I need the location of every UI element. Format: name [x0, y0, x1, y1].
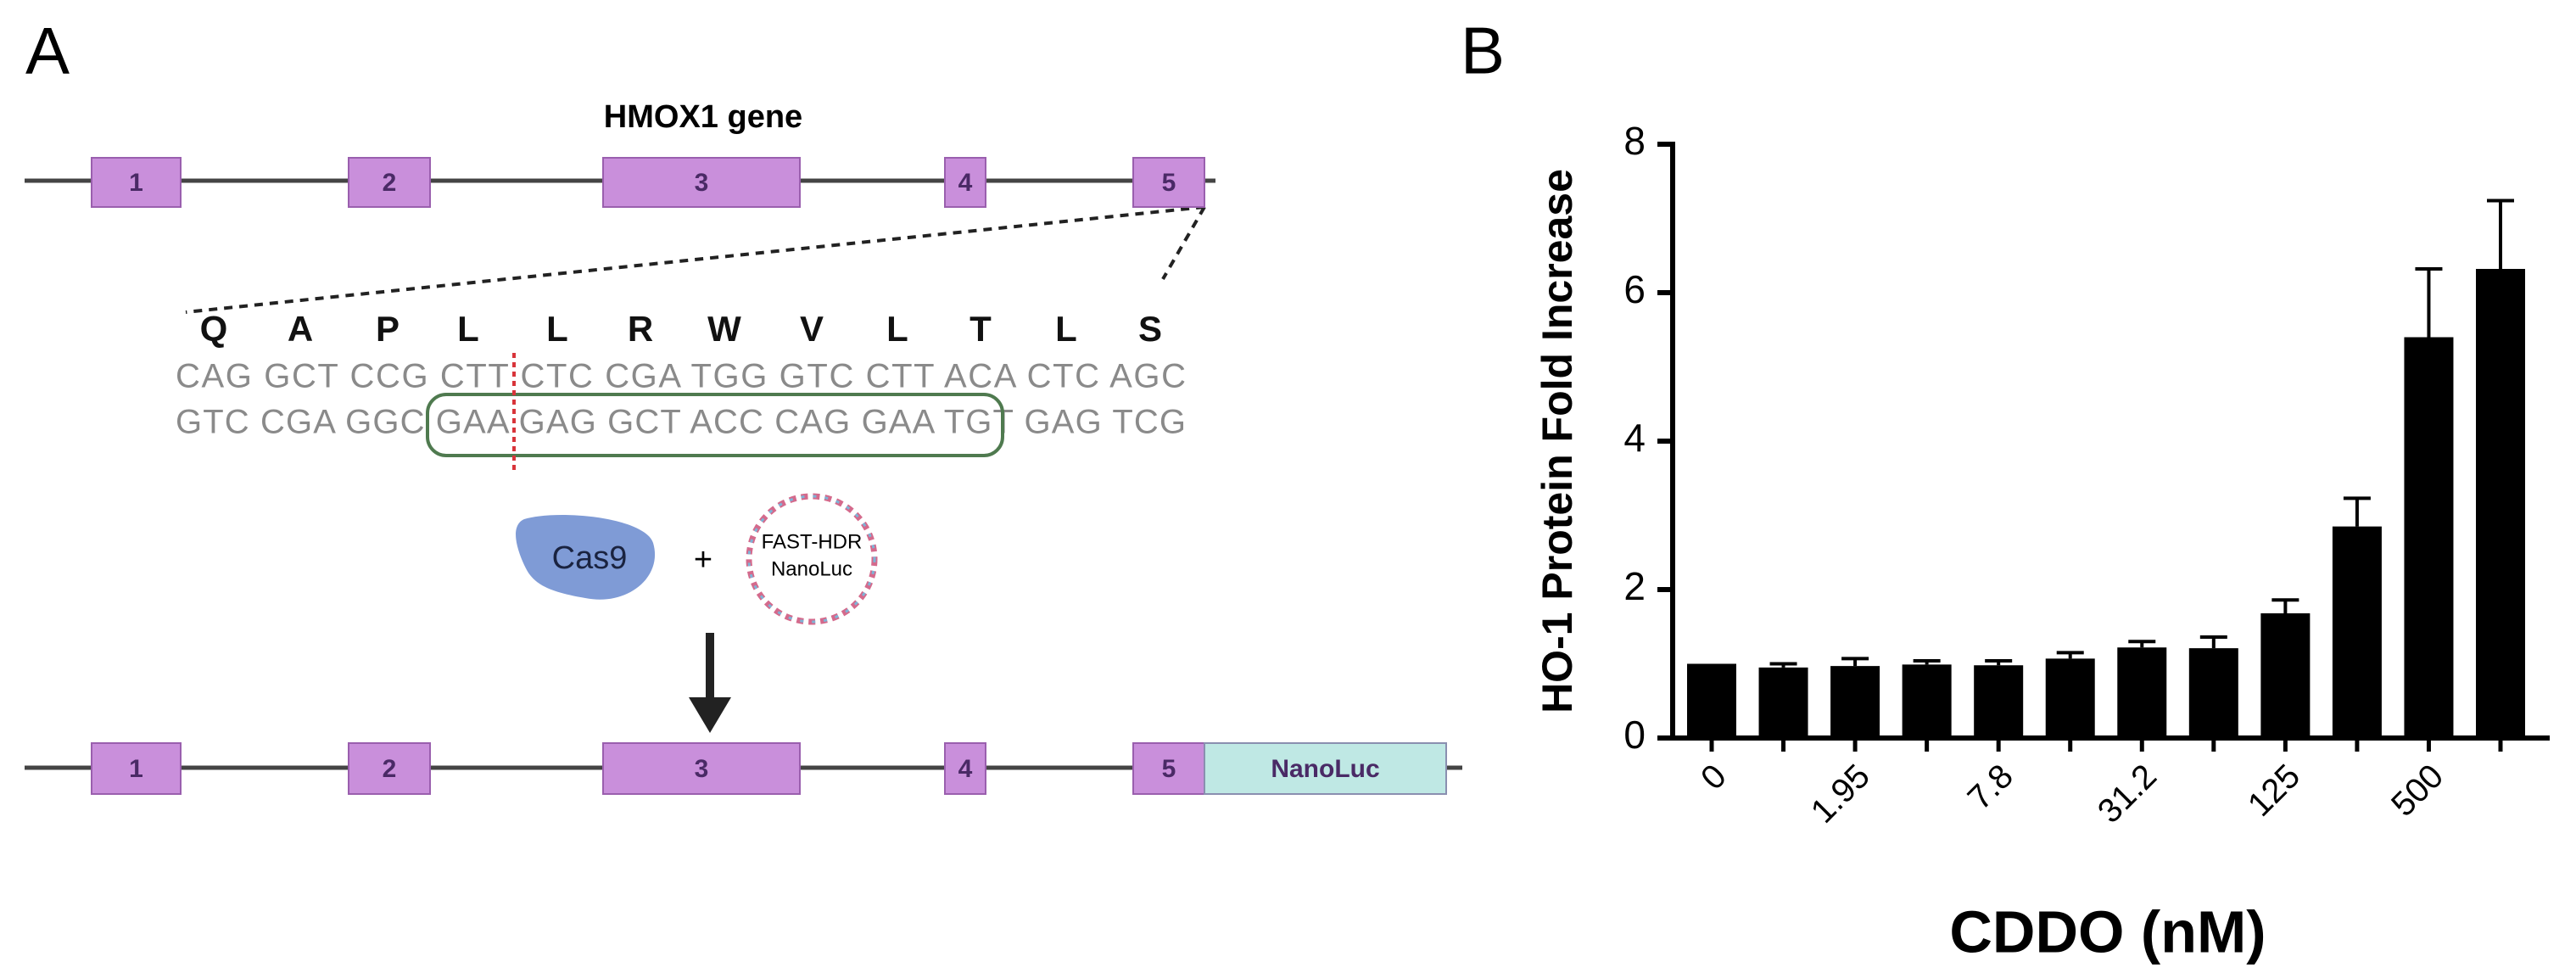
amino-acid: A [288, 309, 313, 349]
exon-label: 4 [958, 755, 973, 783]
y-axis-label: HO-1 Protein Fold Increase [1534, 169, 1581, 713]
exon [602, 157, 801, 208]
bar [1758, 667, 1808, 738]
exon-label: 2 [383, 169, 397, 197]
sequence: CAG GCT CCG CTT CTC CGA TGG GTC CTT ACA … [176, 358, 1186, 395]
amino-acid: P [376, 309, 400, 349]
exon-label: 4 [958, 169, 973, 197]
x-tick-label: 125 [2241, 758, 2307, 824]
bar [2476, 269, 2525, 738]
zoom-line [185, 205, 1205, 314]
amino-acid: L [886, 309, 908, 349]
exon-label: 3 [695, 169, 709, 197]
bar [2188, 648, 2238, 738]
arrow-head [689, 697, 731, 733]
exon [1132, 742, 1205, 795]
amino-acid: L [1055, 309, 1077, 349]
exon-label: NanoLuc [1271, 755, 1379, 783]
plus: + [694, 542, 712, 578]
exon [944, 157, 986, 208]
bar [1830, 666, 1880, 738]
panel-label: B [1461, 14, 1505, 88]
exon-label: 1 [129, 169, 143, 197]
amino-acid: V [800, 309, 824, 349]
amino-acid: S [1138, 309, 1162, 349]
zoom-line [1161, 206, 1206, 280]
plasmid-label: NanoLuc [771, 557, 852, 580]
exon [1132, 157, 1205, 208]
amino-acid: L [457, 309, 479, 349]
x-tick-label: 1.95 [1804, 758, 1877, 830]
bar [1687, 663, 1736, 738]
bar [2404, 337, 2454, 738]
exon [348, 742, 431, 795]
panel-label: A [25, 14, 70, 88]
bar [2260, 613, 2311, 738]
x-tick-label: 31.2 [2091, 758, 2164, 830]
exon [348, 157, 431, 208]
amino-acid: W [707, 309, 741, 349]
amino-acid: Q [200, 309, 228, 349]
exon [944, 742, 986, 795]
guide-box [426, 393, 1004, 457]
exon-label: 5 [1162, 755, 1176, 783]
bar [2045, 658, 2095, 738]
exon-label: 2 [383, 755, 397, 783]
exon [91, 157, 182, 208]
exon-label: 5 [1162, 169, 1176, 197]
amino-acid: R [628, 309, 653, 349]
y-tick-label: 2 [1623, 564, 1646, 608]
bar [2332, 526, 2382, 738]
x-tick-label: 500 [2384, 758, 2450, 824]
exon-label: 3 [695, 755, 709, 783]
x-axis-label: CDDO (nM) [1949, 898, 2266, 965]
amino-acid: L [546, 309, 568, 349]
y-tick-label: 0 [1623, 713, 1646, 757]
bar [1902, 664, 1952, 738]
y-tick-label: 4 [1623, 416, 1646, 460]
exon [602, 742, 801, 795]
y-tick-label: 8 [1623, 119, 1646, 163]
exon [1204, 742, 1447, 795]
plasmid [747, 495, 876, 624]
y-tick-label: 6 [1623, 267, 1646, 311]
bar [1974, 665, 2024, 738]
amino-acid: T [969, 309, 992, 349]
exon [91, 742, 182, 795]
gene-title: HMOX1 gene [604, 99, 802, 135]
plasmid-label: FAST-HDR [762, 530, 863, 553]
x-tick-label: 0 [1694, 758, 1734, 797]
cas9-label: Cas9 [552, 540, 628, 576]
x-tick-label: 7.8 [1961, 758, 2020, 817]
cas9-shape [516, 515, 656, 600]
bar [2117, 647, 2167, 738]
sequence: GTC CGA GGC GAA GAG GCT ACC CAG GAA TGT … [176, 404, 1186, 441]
exon-label: 1 [129, 755, 143, 783]
